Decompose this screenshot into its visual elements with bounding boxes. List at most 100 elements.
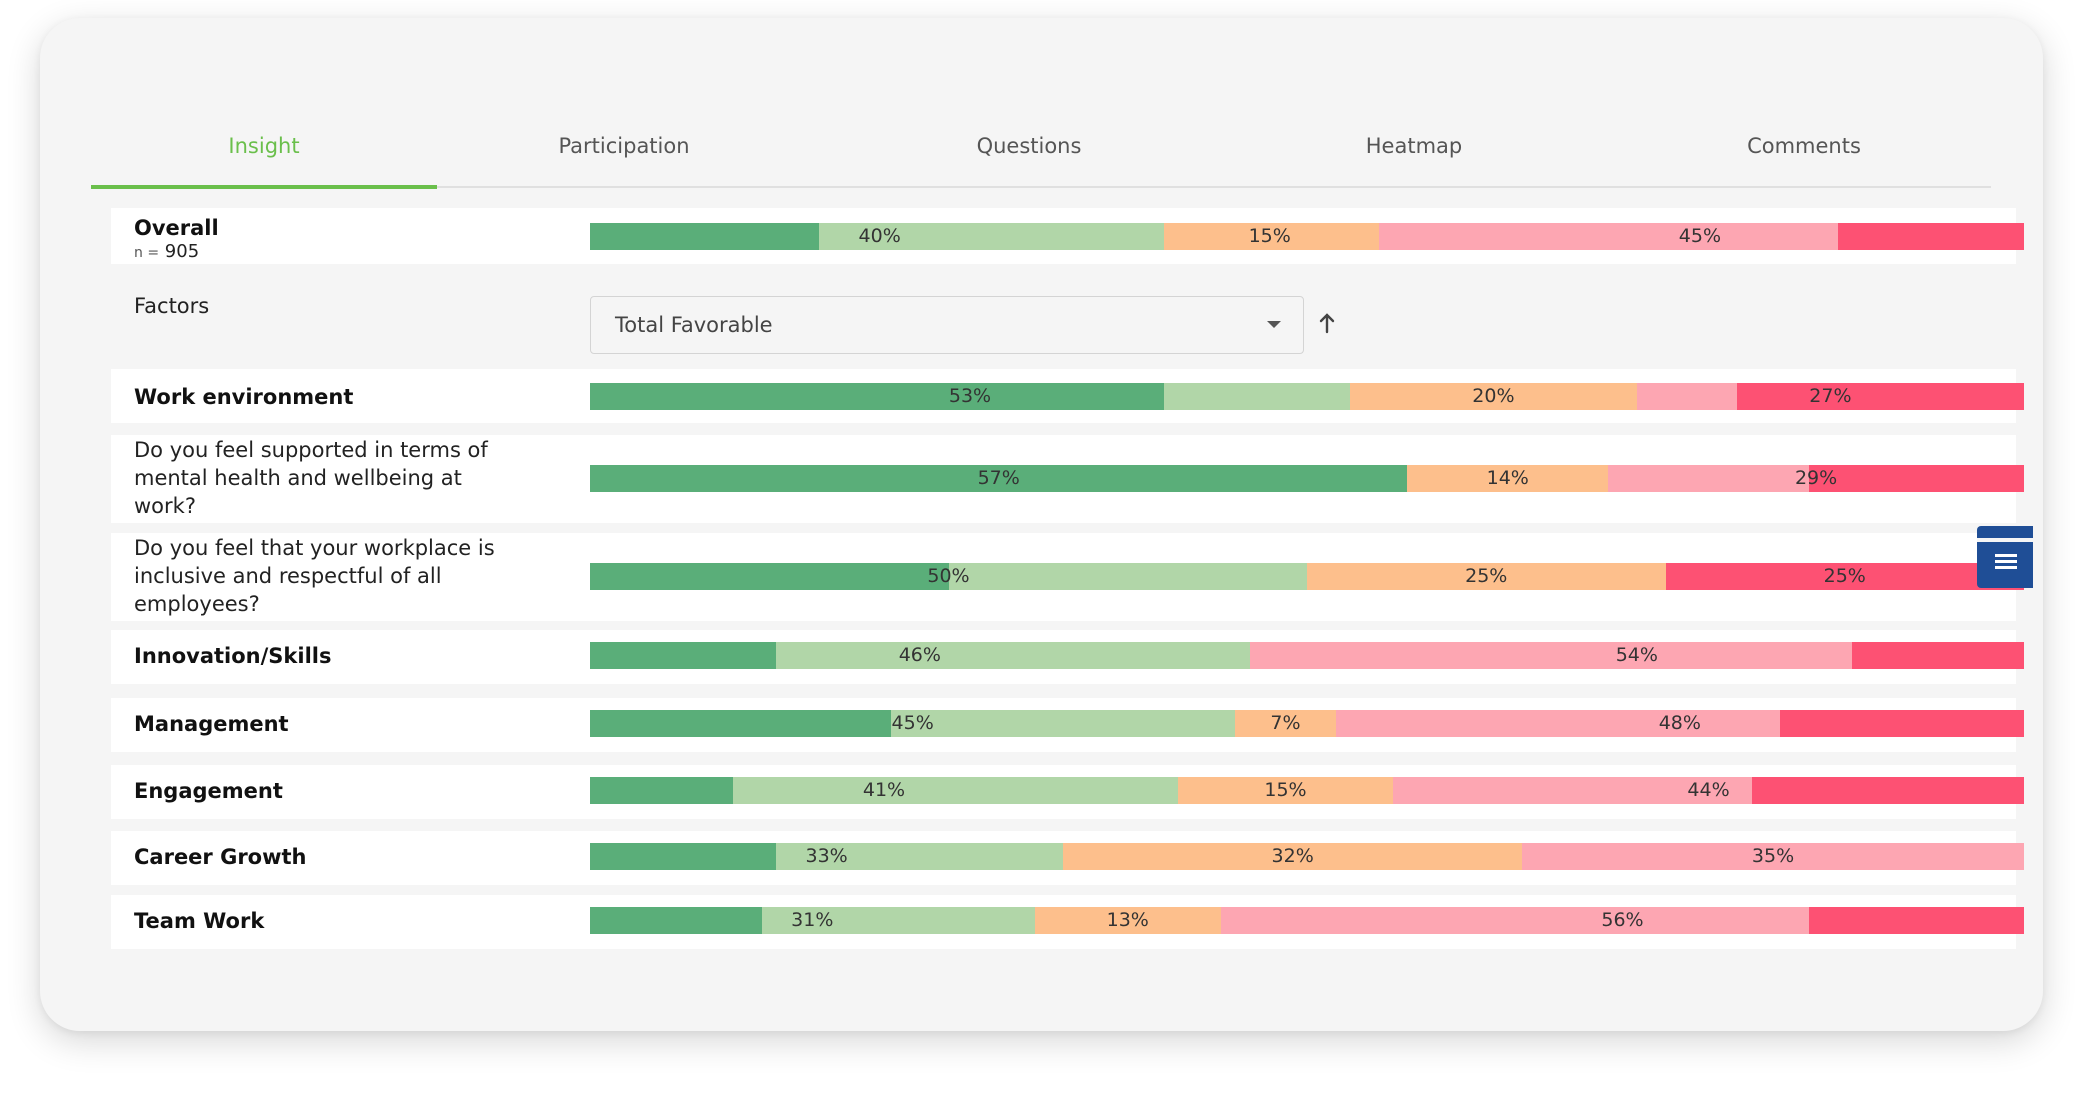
bar-segment-unfavorable[interactable] [1335,710,1781,737]
bar-value-label: 48% [1658,712,1701,734]
bar-segment-strongly-favorable[interactable] [590,465,1408,492]
tab-insight[interactable]: Insight [91,106,437,189]
tab-questions[interactable]: Questions [976,134,1082,158]
bar-segment-favorable[interactable] [891,710,1236,737]
score-bar: 53% 20% 27% [590,383,2024,410]
bar-value-label: 29% [1794,467,1838,489]
score-bar: 33% 32% 35% [590,843,2024,870]
bar-segment-neutral[interactable] [1063,843,1523,870]
bar-value-label: 40% [858,225,901,247]
bar-segment-strongly-unfavorable[interactable] [1737,383,2024,410]
bar-value-label: 56% [1601,909,1644,931]
bar-value-label: 44% [1687,779,1730,801]
tab-heatmap[interactable]: Heatmap [1365,134,1463,158]
factor-row-engagement: Engagement 41% 15% 44% [111,765,2024,819]
menu-line [1995,560,2017,563]
factor-row-work-environment: Work environment 53% 20% 27% [111,369,2024,423]
bar-segment-neutral[interactable] [1034,907,1221,934]
bar-value-label: 45% [891,712,934,734]
factors-row: Factors Total Favorable [111,286,2016,364]
factor-select-value: Total Favorable [615,313,773,337]
n-prefix: n = [134,245,160,261]
row-label: Engagement [134,779,283,803]
bar-segment-favorable[interactable] [762,907,1035,934]
bar-value-label: 46% [898,644,941,666]
bar-segment-strongly-favorable[interactable] [590,642,777,669]
bar-segment-strongly-unfavorable[interactable] [1808,907,2024,934]
arrow-up-icon[interactable] [1316,310,1338,338]
tab-bar: Insight Participation Questions Heatmap … [91,106,1991,189]
score-bar: 31% 13% 56% [590,907,2024,934]
menu-icon[interactable] [1977,526,2033,588]
bar-segment-unfavorable[interactable] [1249,642,1852,669]
bar-value-label: 25% [1465,565,1508,587]
bar-value-label: 32% [1271,845,1314,867]
bar-segment-strongly-favorable[interactable] [590,223,820,250]
bar-value-label: 45% [1678,225,1722,247]
overall-title: Overall [134,216,219,240]
bar-segment-favorable[interactable] [776,843,1064,870]
score-bar: 40% 15% 45% [590,223,2024,250]
row-label: Management [134,712,289,736]
insight-card: Insight Participation Questions Heatmap … [40,18,2043,1031]
bar-segment-neutral[interactable] [1177,777,1394,804]
tab-comments[interactable]: Comments [1747,134,1861,158]
overall-row: Overall n = 905 40% 15% 45% [111,208,2024,264]
bar-segment-neutral[interactable] [1307,563,1666,590]
bar-segment-strongly-unfavorable[interactable] [1837,223,2024,250]
bar-value-label: 31% [791,909,834,931]
score-bar: 50% 25% 25% [590,563,2024,590]
tab-participation[interactable]: Participation [558,134,690,158]
bar-segment-favorable[interactable] [733,777,1178,804]
bar-segment-strongly-unfavorable[interactable] [1665,563,2024,590]
bar-segment-strongly-favorable[interactable] [590,777,734,804]
bar-segment-strongly-unfavorable[interactable] [1780,710,2024,737]
bar-segment-neutral[interactable] [1407,465,1609,492]
bar-segment-neutral[interactable] [1350,383,1637,410]
question-row-inclusive: Do you feel that your workplace is inclu… [111,533,2024,621]
score-bar: 57% 14% 29% [590,465,2024,492]
bar-segment-favorable[interactable] [948,563,1307,590]
respondent-count: n = 905 [134,241,199,262]
bar-segment-strongly-favorable[interactable] [590,383,1164,410]
bar-value-label: 7% [1270,712,1301,734]
side-button-stripe [1977,538,2033,542]
bar-segment-strongly-favorable[interactable] [590,843,777,870]
chevron-down-icon [1267,321,1281,328]
bar-segment-favorable[interactable] [1163,383,1350,410]
row-label: Team Work [134,909,265,933]
bar-segment-neutral[interactable] [1235,710,1336,737]
factor-row-innovation-skills: Innovation/Skills 46% 54% [111,630,2024,684]
bar-segment-unfavorable[interactable] [1522,843,2024,870]
bar-value-label: 27% [1809,385,1852,407]
bar-value-label: 54% [1615,644,1658,666]
factor-row-career-growth: Career Growth 33% 32% 35% [111,831,2024,885]
bar-segment-strongly-favorable[interactable] [590,710,892,737]
bar-value-label: 15% [1248,225,1291,247]
bar-segment-favorable[interactable] [776,642,1250,669]
bar-value-label: 33% [805,845,848,867]
bar-segment-unfavorable[interactable] [1636,383,1738,410]
bar-segment-neutral[interactable] [1163,223,1379,250]
factor-row-team-work: Team Work 31% 13% 56% [111,895,2024,949]
bar-value-label: 14% [1486,467,1529,489]
bar-segment-strongly-favorable[interactable] [590,907,763,934]
bar-segment-strongly-favorable[interactable] [590,563,949,590]
bar-segment-strongly-unfavorable[interactable] [1851,642,2024,669]
bar-segment-strongly-unfavorable[interactable] [1808,465,2024,492]
bar-segment-unfavorable[interactable] [1608,465,1809,492]
bar-segment-unfavorable[interactable] [1393,777,1752,804]
row-label: Innovation/Skills [134,644,332,668]
row-label: Work environment [134,385,354,409]
bar-segment-strongly-unfavorable[interactable] [1751,777,2024,804]
bar-segment-unfavorable[interactable] [1378,223,1838,250]
factor-select[interactable]: Total Favorable [590,296,1304,354]
bar-value-label: 57% [977,467,1020,489]
bar-value-label: 15% [1264,779,1307,801]
bar-segment-favorable[interactable] [819,223,1164,250]
row-label: Do you feel that your workplace is inclu… [134,536,495,616]
bar-value-label: 50% [927,565,970,587]
bar-segment-unfavorable[interactable] [1220,907,1809,934]
bar-value-label: 25% [1823,565,1866,587]
bar-value-label: 20% [1472,385,1515,407]
